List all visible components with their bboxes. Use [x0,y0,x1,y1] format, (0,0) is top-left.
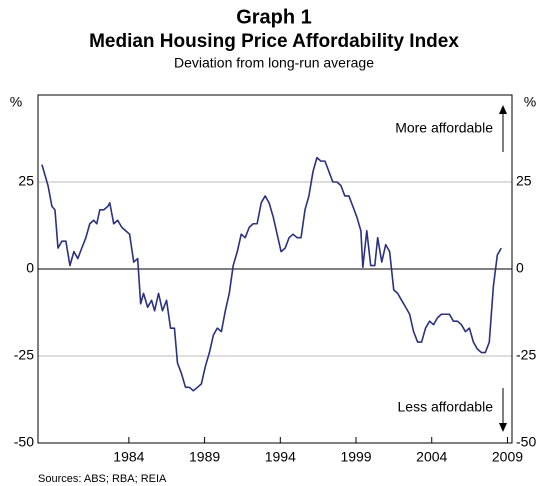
chart-description: Deviation from long-run average [174,55,374,71]
chart-title: Graph 1 [236,6,312,28]
annotation: Less affordable [398,399,494,415]
y-tick-label: -25 [14,347,34,363]
arrow-up [499,105,507,152]
y2-axis-label: % [524,94,536,110]
y2-tick-label: -25 [516,347,536,363]
x-tick-label: 1999 [340,449,371,465]
y2-tick-label: -50 [516,434,536,450]
x-tick-label: 2009 [492,449,523,465]
x-tick-label: 2004 [416,449,447,465]
y-tick-label: 25 [18,173,34,189]
plot-frame [37,94,513,444]
chart-subtitle: Median Housing Price Affordability Index [89,31,459,52]
x-tick-label: 1994 [265,449,296,465]
source: Sources: ABS; RBA; REIA [38,473,167,485]
y2-tick-label: 0 [516,260,524,276]
y-tick-label: 0 [26,260,34,276]
y-tick-label: -50 [14,434,34,450]
y-axis-label: % [10,94,22,110]
annotation: More affordable [395,120,493,136]
x-tick-label: 1984 [113,449,144,465]
x-tick-label: 1989 [189,449,220,465]
y2-tick-label: 25 [516,173,532,189]
arrow-down [499,388,507,432]
line-series [41,156,502,392]
